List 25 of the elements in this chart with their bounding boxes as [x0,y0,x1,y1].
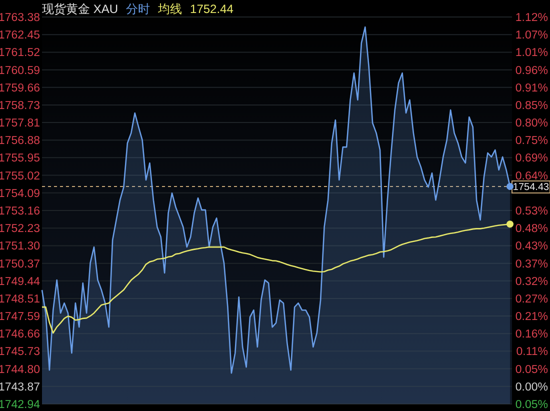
y2-tick-label: 0.91% [515,82,548,94]
y2-tick-label: 0.48% [515,223,548,236]
y2-tick-label: 0.37% [515,258,548,270]
y2-tick-label: 0.69% [515,152,548,165]
header: 现货黄金 XAU 分时 均线 1752.44 [42,2,234,16]
y2-tick-label: 1.12% [515,12,548,24]
ref-line: 1754.43 [42,180,550,194]
y2-tick-label: 0.16% [515,328,548,341]
ref-line-label: 1754.43 [512,182,550,193]
y2-tick-label: 0.00% [515,381,548,394]
y2-tick-label: 0.43% [515,240,548,253]
y2-tick-label: 0.27% [515,293,548,306]
y2-tick-label: 0.05% [515,399,548,411]
y2-tick-label: 0.21% [515,311,548,324]
y2-tick-label: 0.64% [515,170,548,182]
y2-tick-label: 0.05% [515,364,548,376]
y2-tick-label: 0.53% [515,206,548,218]
y2-tick-label: 0.85% [515,100,548,112]
y2-tick-label: 1.07% [515,30,548,42]
y2-tick-label: 0.96% [515,64,548,77]
y2-tick-label: 0.75% [515,135,548,148]
y2-tick-label: 0.32% [515,276,548,288]
y2-tick-label: 0.11% [516,346,548,358]
y2-tick-label: 0.80% [515,118,548,130]
y2-tick-label: 1.01% [515,47,548,60]
